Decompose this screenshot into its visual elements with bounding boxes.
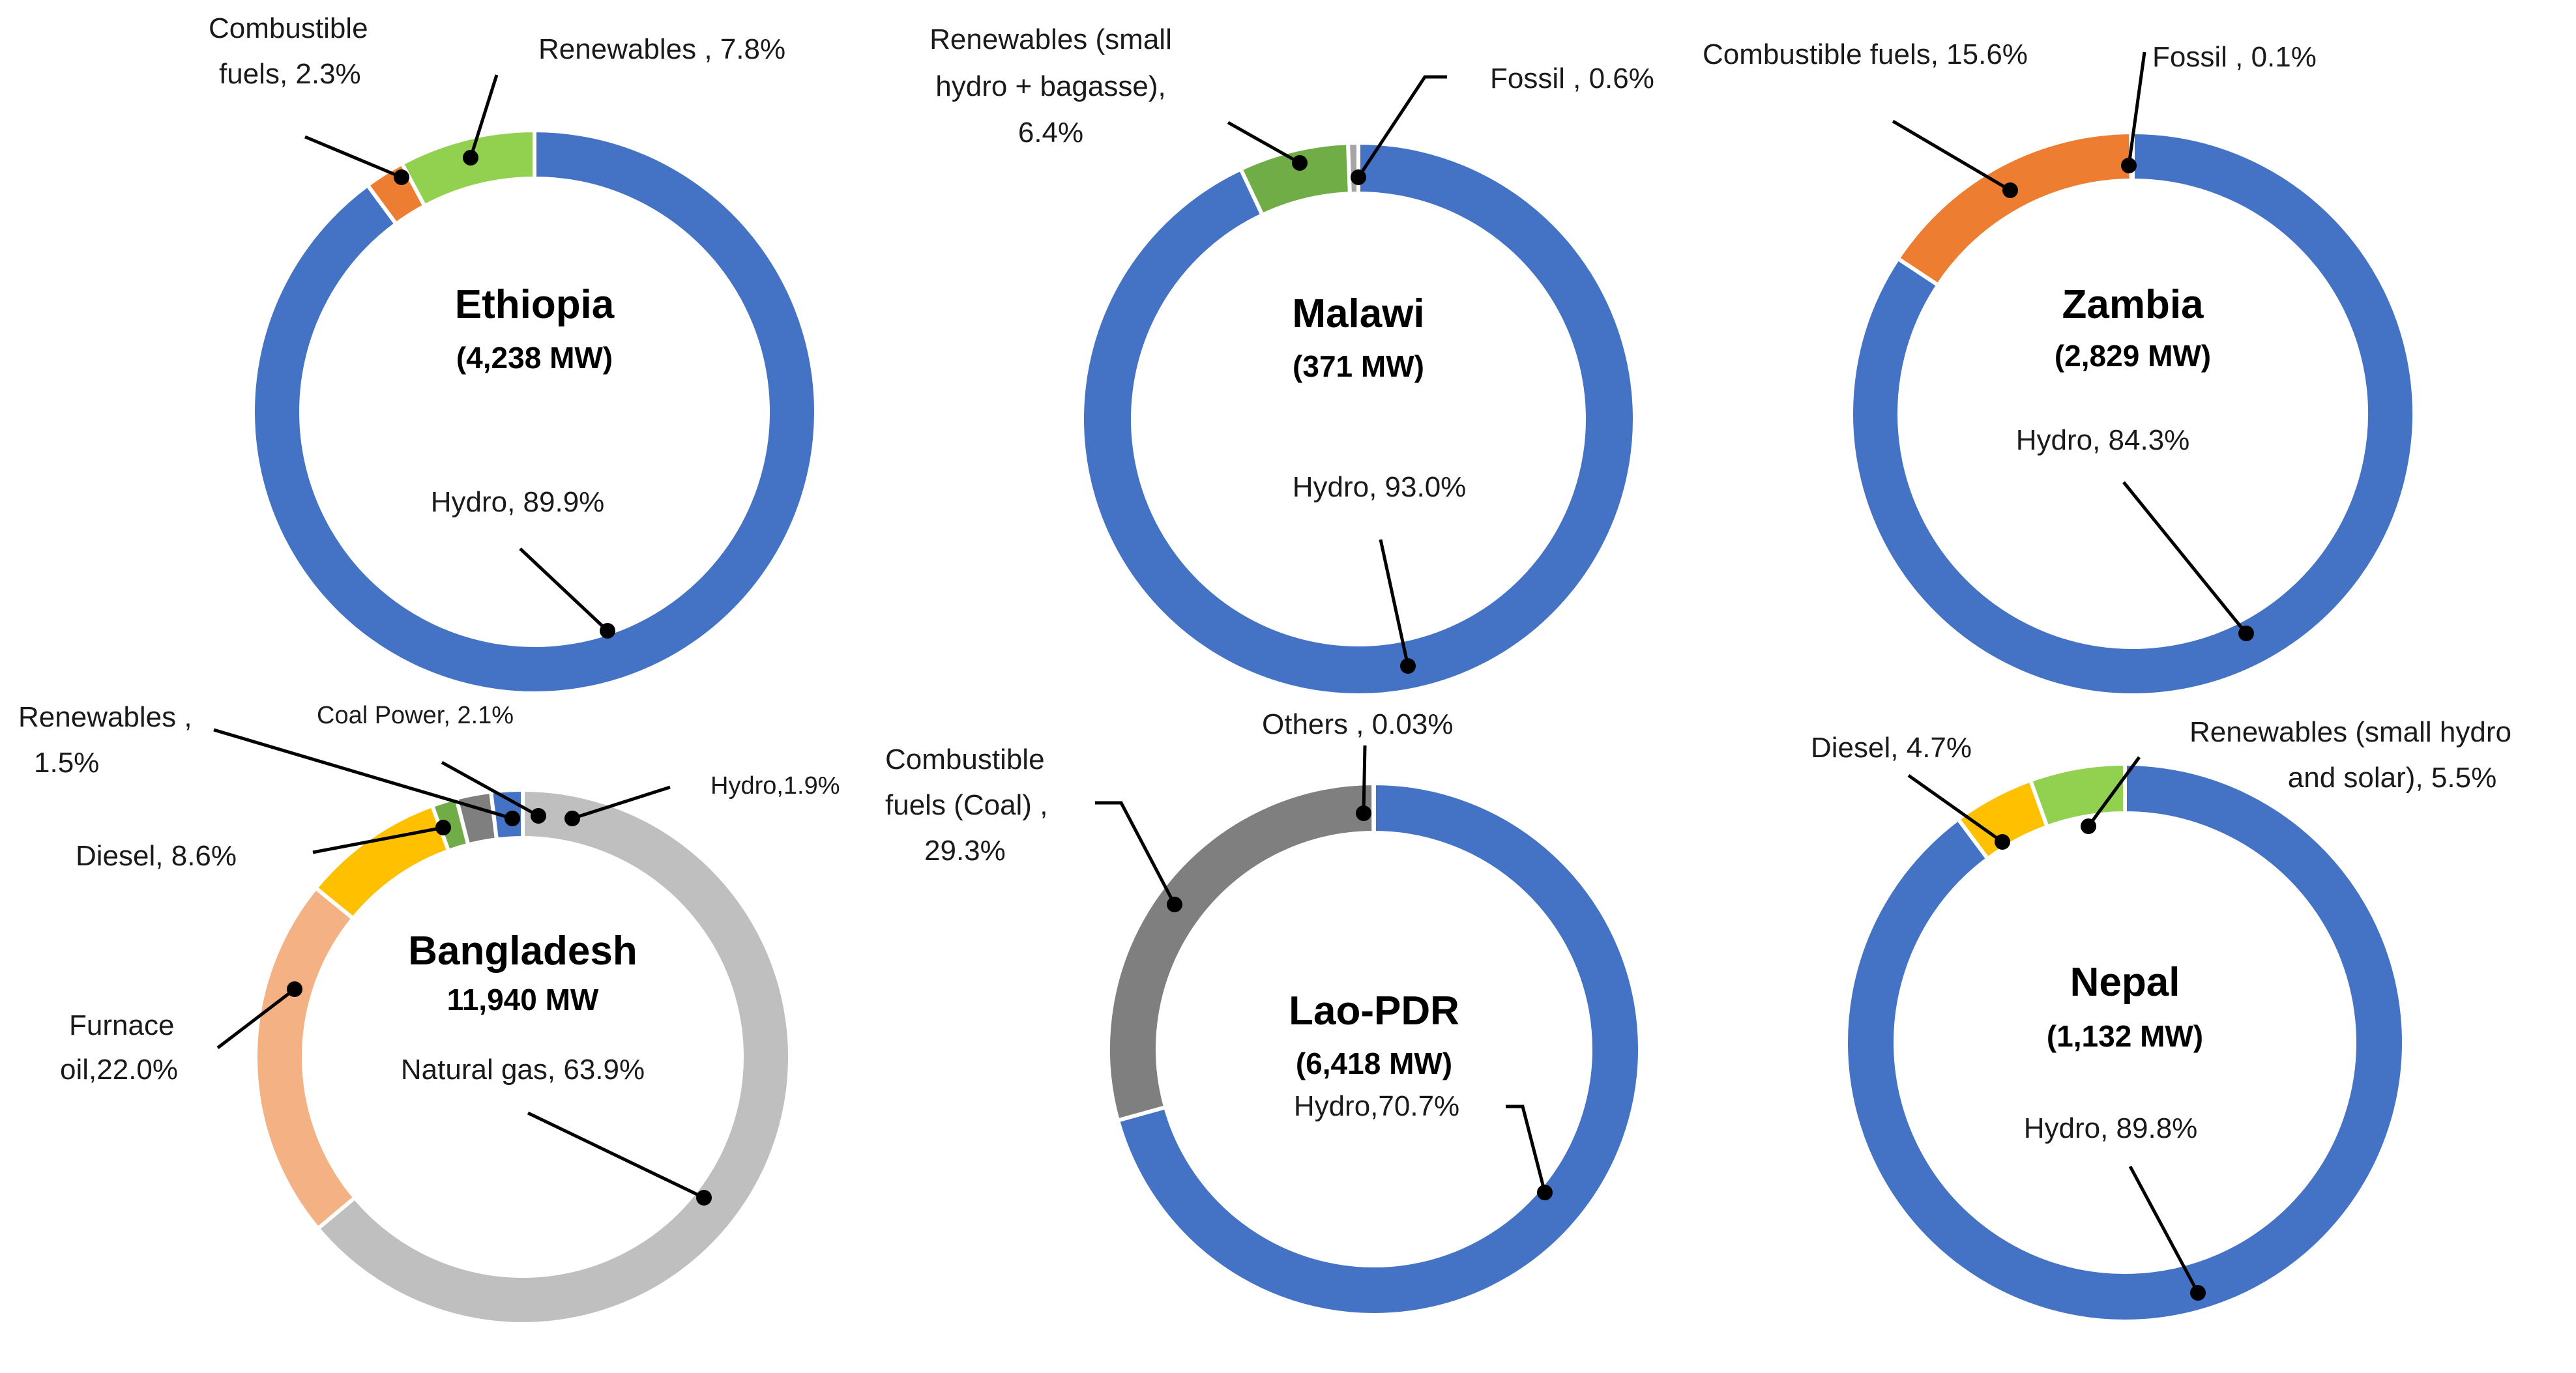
leader-line-nepal-hydro	[2128, 1165, 2200, 1294]
leader-dot-ethiopia-combustible	[394, 169, 409, 185]
leader-dot-lao-others	[1356, 805, 1371, 821]
data-label-bangladesh-renewables-line1: Renewables ,	[18, 701, 192, 733]
leader-line-zambia-hydro	[2122, 481, 2247, 635]
data-label-lao-combustible-line3: 29.3%	[924, 835, 1006, 867]
data-label-malawi-renewables-line2: hydro + bagasse),	[935, 70, 1165, 102]
chart-title-malawi: Malawi	[1292, 291, 1424, 336]
leader-dot-nepal-hydro	[2190, 1285, 2206, 1301]
data-label-ethiopia-combustible-line1: Combustible	[209, 12, 368, 44]
leader-dot-nepal-renewables	[2081, 818, 2096, 834]
data-label-zambia-fossil: Fossil , 0.1%	[2152, 41, 2317, 73]
donut-slice-zambia-hydro	[1849, 130, 2416, 697]
data-label-bangladesh-natural-gas: Natural gas, 63.9%	[401, 1054, 645, 1086]
leader-dot-ethiopia-renewables	[463, 150, 478, 166]
data-label-nepal-renewables-line2: and solar), 5.5%	[2288, 762, 2496, 794]
leader-line-malawi-renewables	[1227, 121, 1301, 165]
data-label-lao-hydro: Hydro,70.7%	[1294, 1090, 1459, 1122]
data-label-bangladesh-hydro: Hydro,1.9%	[710, 772, 840, 800]
leader-line-ethiopia-combustible	[304, 135, 402, 179]
leader-line-lao-hydro	[1506, 1105, 1547, 1193]
leader-dot-zambia-fossil	[2121, 158, 2137, 173]
leader-dot-bangladesh-furnace	[287, 981, 302, 997]
chart-subtitle-malawi: (371 MW)	[1293, 349, 1424, 383]
chart-title-lao: Lao-PDR	[1289, 989, 1459, 1033]
leader-line-zambia-fossil	[2127, 51, 2146, 166]
leader-dot-bangladesh-coal	[531, 808, 546, 824]
donut-slice-malawi-fossil	[1345, 140, 1360, 196]
leader-line-bangladesh-furnace	[216, 988, 296, 1049]
data-label-nepal-renewables-line1: Renewables (small hydro	[2189, 716, 2511, 748]
data-label-lao-combustible-line2: fuels (Coal) ,	[885, 789, 1047, 821]
leader-dot-bangladesh-diesel	[435, 820, 451, 835]
data-label-zambia-combustible: Combustible fuels, 15.6%	[1703, 38, 2028, 70]
leader-line-bangladesh-renewables	[213, 728, 513, 820]
chart-subtitle-lao: (6,418 MW)	[1296, 1047, 1452, 1080]
data-label-ethiopia-renewables: Renewables , 7.8%	[538, 33, 785, 65]
donut-slice-ethiopia-renewables	[399, 128, 536, 209]
chart-title-bangladesh: Bangladesh	[408, 929, 637, 974]
chart-subtitle-bangladesh: 11,940 MW	[447, 983, 599, 1017]
leader-line-nepal-diesel	[1907, 773, 2004, 844]
donut-slice-lao-others	[1371, 781, 1376, 835]
leader-dot-zambia-hydro	[2238, 626, 2254, 641]
leader-dot-zambia-combustible	[2002, 182, 2018, 198]
leader-dot-bangladesh-renewables	[505, 811, 520, 826]
data-label-bangladesh-furnace-line2: oil,22.0%	[60, 1054, 178, 1086]
donut-slice-lao-hydro	[1115, 781, 1642, 1317]
data-label-bangladesh-diesel: Diesel, 8.6%	[76, 840, 237, 872]
chart-title-ethiopia: Ethiopia	[455, 282, 615, 327]
data-label-zambia-hydro: Hydro, 84.3%	[2016, 424, 2190, 456]
leader-dot-malawi-renewables	[1292, 155, 1308, 171]
leader-dot-malawi-hydro	[1400, 658, 1416, 674]
leader-line-nepal-renewables	[2086, 756, 2141, 828]
leader-dot-bangladesh-hydro	[564, 811, 580, 826]
data-label-malawi-fossil: Fossil , 0.6%	[1490, 63, 1654, 94]
leader-dot-malawi-fossil	[1351, 169, 1366, 185]
leader-line-lao-combustible	[1095, 801, 1177, 906]
data-label-lao-others: Others , 0.03%	[1262, 708, 1453, 740]
data-label-nepal-diesel: Diesel, 4.7%	[1811, 732, 1972, 764]
data-label-ethiopia-combustible-line2: fuels, 2.3%	[219, 58, 361, 90]
chart-subtitle-zambia: (2,829 MW)	[2055, 339, 2211, 373]
donut-slice-bangladesh-natural-gas	[315, 787, 792, 1326]
leader-dot-nepal-diesel	[1995, 834, 2010, 850]
data-label-bangladesh-renewables-line2: 1.5%	[34, 747, 99, 779]
leader-line-bangladesh-hydro	[572, 785, 671, 820]
chart-title-nepal: Nepal	[2070, 960, 2180, 1005]
donut-slice-malawi-hydro	[1080, 140, 1637, 697]
donut-slice-ethiopia-hydro	[251, 128, 818, 695]
leader-dot-lao-hydro	[1537, 1185, 1553, 1200]
leader-dot-ethiopia-hydro	[600, 623, 615, 639]
leader-dot-bangladesh-gas	[696, 1190, 712, 1206]
leader-line-ethiopia-renewables	[469, 74, 499, 158]
leader-line-bangladesh-gas	[527, 1111, 705, 1200]
data-label-malawi-renewables-line3: 6.4%	[1018, 117, 1083, 149]
leader-line-bangladesh-coal	[441, 760, 540, 818]
leader-line-malawi-fossil	[1356, 75, 1447, 179]
leader-line-malawi-hydro	[1379, 539, 1410, 667]
chart-subtitle-ethiopia: (4,238 MW)	[456, 341, 613, 375]
data-label-ethiopia-hydro: Hydro, 89.9%	[431, 486, 605, 518]
data-label-bangladesh-coal: Coal Power, 2.1%	[317, 702, 514, 729]
leader-dot-lao-combustible	[1167, 897, 1182, 912]
leader-line-zambia-combustible	[1892, 119, 2012, 192]
data-label-bangladesh-furnace-line1: Furnace	[69, 1009, 174, 1041]
chart-subtitle-nepal: (1,132 MW)	[2047, 1019, 2203, 1053]
leader-line-lao-others	[1362, 745, 1367, 814]
chart-title-zambia: Zambia	[2062, 282, 2204, 327]
donut-slice-nepal-hydro	[1844, 761, 2406, 1323]
data-label-malawi-renewables-line1: Renewables (small	[929, 23, 1172, 55]
data-label-lao-combustible-line1: Combustible	[885, 744, 1045, 775]
leader-line-bangladesh-diesel	[312, 826, 444, 854]
data-label-malawi-hydro: Hydro, 93.0%	[1293, 471, 1467, 503]
leader-line-ethiopia-hydro	[519, 547, 609, 632]
data-label-nepal-hydro: Hydro, 89.8%	[2024, 1112, 2198, 1144]
